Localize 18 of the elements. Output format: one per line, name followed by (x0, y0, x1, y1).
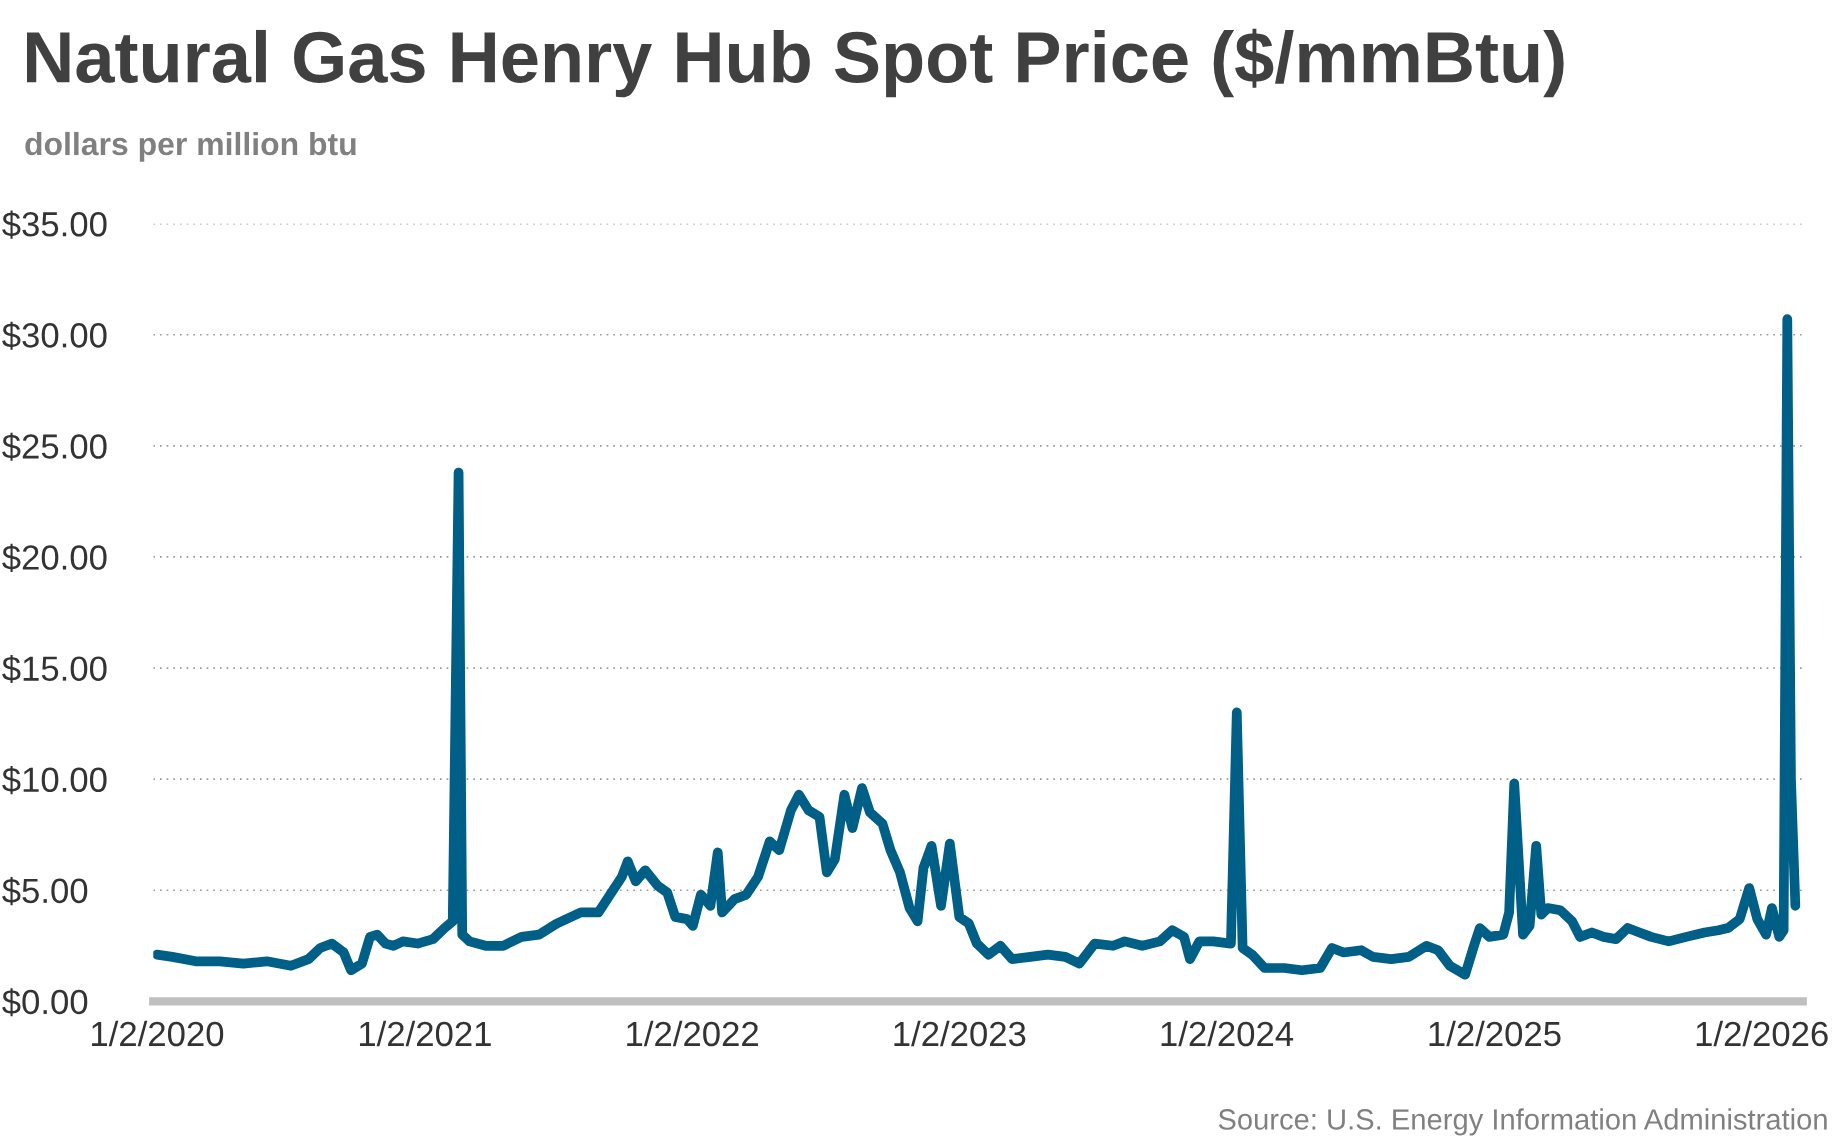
y-tick-label: $30.00 (2, 321, 107, 350)
x-tick-label: 1/2/2026 (1696, 1020, 1828, 1047)
y-tick-label: $15.00 (2, 654, 107, 684)
y-tick-label: $25.00 (2, 432, 107, 461)
x-tick-label: 1/2/2020 (92, 1020, 224, 1047)
source-note: Source: U.S. Energy Information Administration (1218, 1108, 1827, 1136)
x-tick-label: 1/2/2022 (627, 1020, 758, 1047)
chart-subtitle: dollars per million btu (25, 131, 356, 162)
x-tick-label: 1/2/2024 (1161, 1020, 1294, 1047)
chart-title: Natural Gas Henry Hub Spot Price ($/mmBtu) (26, 28, 1564, 98)
y-tick-label: $0.00 (2, 988, 88, 1017)
y-tick-label: $10.00 (2, 766, 107, 795)
x-tick-label: 1/2/2023 (894, 1020, 1026, 1047)
x-tick-label: 1/2/2025 (1429, 1020, 1561, 1047)
y-tick-label: $35.00 (2, 210, 107, 239)
y-tick-label: $5.00 (2, 877, 88, 906)
y-tick-label: $20.00 (2, 543, 107, 572)
x-tick-label: 1/2/2021 (359, 1020, 491, 1047)
